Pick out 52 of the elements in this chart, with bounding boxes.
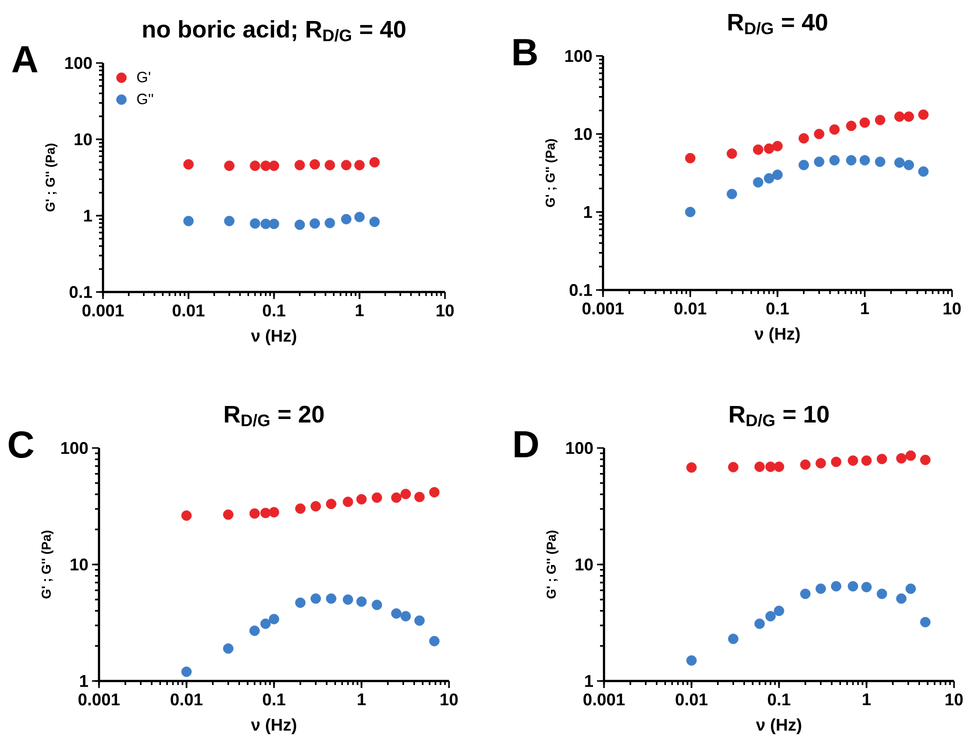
y-tick-label: 10 [70,558,88,570]
x-tick-label: 10 [440,693,458,706]
x-axis-title: ν (Hz) [756,718,802,734]
y-tick-label: 1 [584,206,592,218]
y-tick-label: 100 [566,442,593,454]
chart-title: R$_{D/G}$ = 20 [224,406,324,426]
x-tick-label: 0.001 [582,302,624,315]
y-axis-title: G' ; G'' (Pa) [546,530,558,598]
x-tick-label: 1 [862,693,871,706]
y-tick-label: 100 [565,50,592,62]
y-axis-title: G' ; G'' (Pa) [41,530,54,598]
y-tick-label: 10 [74,133,92,146]
x-tick-label: 10 [944,302,961,315]
y-tick-label: 0.1 [570,284,592,296]
y-tick-label: 1 [80,675,88,687]
y-axis-title: G' ; G'' (Pa) [545,139,558,207]
legend-label: G' [137,72,150,82]
x-tick-label: 0.01 [674,302,706,315]
chart-title: no boric acid; R$_{D/G}$ = 40 [143,20,406,42]
text: B [514,39,537,66]
x-tick-label: 1 [861,302,869,314]
x-tick-label: 0.01 [676,693,708,706]
x-tick-label: 10 [946,693,963,706]
y-tick-label: 100 [65,57,92,69]
chart-title: R$_{D/G}$ = 10 [730,406,829,426]
legend-label: G'' [137,94,154,104]
x-axis-title: ν (Hz) [754,327,800,344]
x-tick-label: 0.1 [262,304,286,316]
x-axis-title: ν (Hz) [250,329,296,346]
x-tick-label: 1 [356,304,364,316]
text: C [8,431,34,458]
x-tick-label: 10 [436,304,454,316]
x-axis-title: ν (Hz) [250,718,296,734]
x-tick-label: 0.1 [766,302,789,315]
x-tick-label: 0.001 [583,693,625,706]
y-tick-label: 1 [585,675,594,687]
y-tick-label: 100 [61,442,88,454]
y-tick-label: 1 [84,210,92,222]
y-axis-title: G' ; G'' (Pa) [45,144,58,212]
text: D [514,431,538,458]
chart-title: R$_{D/G}$ = 40 [728,14,828,34]
x-tick-label: 0.001 [82,304,124,316]
y-tick-label: 10 [574,128,592,140]
text: A [12,46,38,72]
y-tick-label: 10 [576,558,593,570]
y-tick-label: 0.1 [70,286,92,298]
x-tick-label: 1 [358,693,366,706]
x-tick-label: 0.1 [262,693,286,706]
x-tick-label: 0.01 [170,693,203,706]
x-tick-label: 0.001 [78,693,120,706]
x-tick-label: 0.1 [768,693,790,706]
x-tick-label: 0.01 [172,304,205,316]
